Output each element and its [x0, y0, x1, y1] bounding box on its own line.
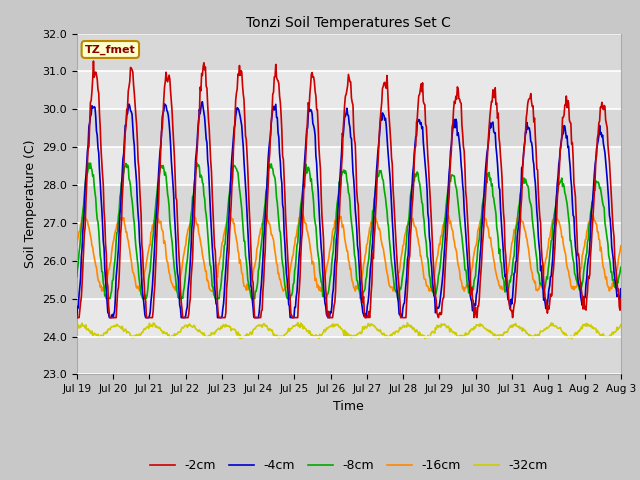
- Bar: [77, 185, 621, 223]
- Legend: -2cm, -4cm, -8cm, -16cm, -32cm: -2cm, -4cm, -8cm, -16cm, -32cm: [145, 454, 553, 477]
- Bar: [77, 223, 621, 261]
- X-axis label: Time: Time: [333, 400, 364, 413]
- Bar: [77, 261, 621, 299]
- Bar: [77, 336, 621, 374]
- Bar: [77, 34, 621, 72]
- Y-axis label: Soil Temperature (C): Soil Temperature (C): [24, 140, 36, 268]
- Bar: [77, 109, 621, 147]
- Text: TZ_fmet: TZ_fmet: [85, 44, 136, 55]
- Title: Tonzi Soil Temperatures Set C: Tonzi Soil Temperatures Set C: [246, 16, 451, 30]
- Bar: [77, 299, 621, 336]
- Bar: [77, 147, 621, 185]
- Bar: [77, 72, 621, 109]
